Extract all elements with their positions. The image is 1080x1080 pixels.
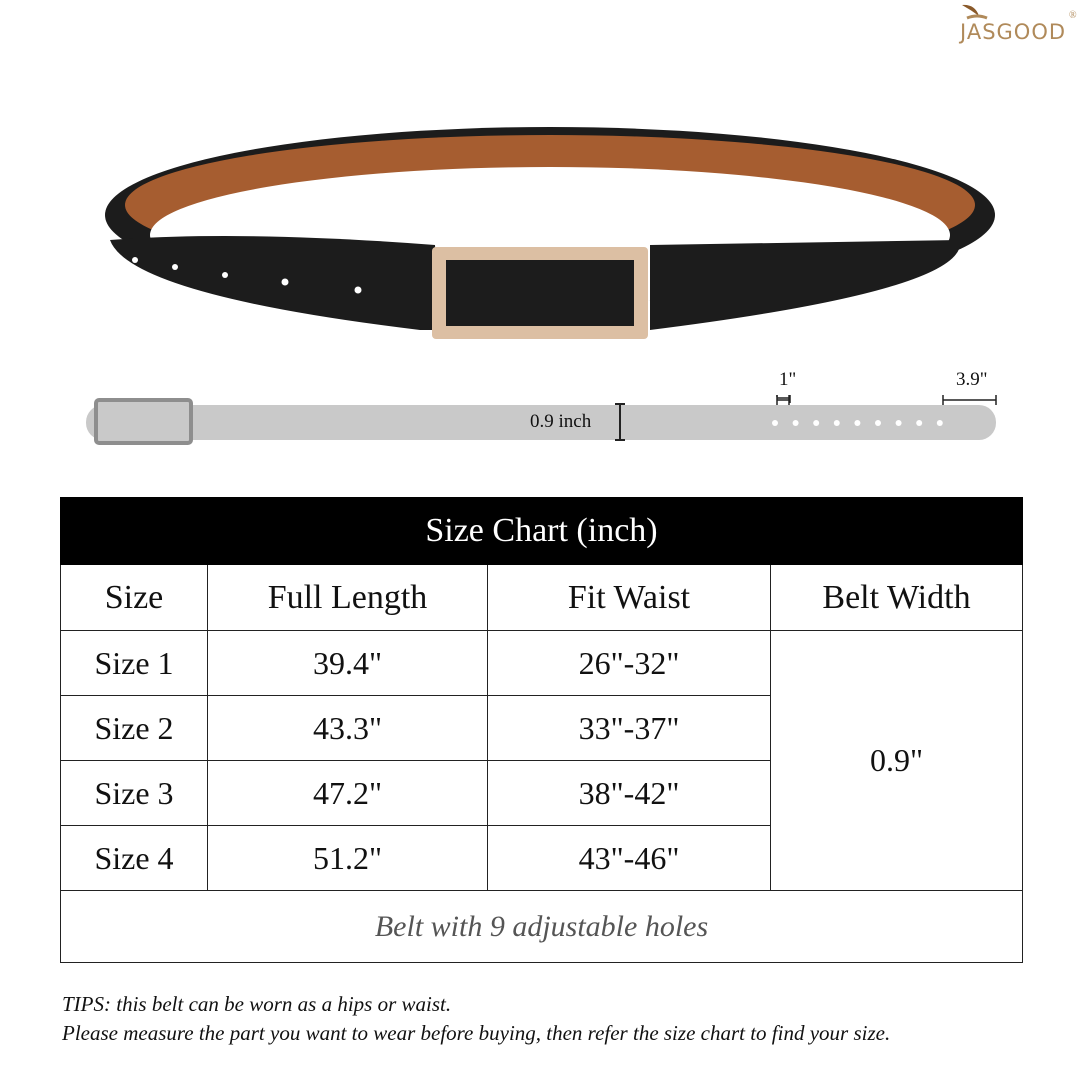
cell-size: Size 2 [60, 695, 208, 761]
cell-length: 47.2" [207, 760, 488, 826]
belt-hole [792, 420, 799, 426]
header-size: Size [60, 564, 208, 631]
belt-hole [916, 420, 923, 426]
cell-size: Size 3 [60, 760, 208, 826]
table-row: Size 2 43.3" 33"-37" [60, 695, 1023, 761]
logo-leaf-icon [962, 4, 988, 20]
table-row: Size 3 47.2" 38"-42" [60, 760, 1023, 826]
hole-range-label: 3.9" [956, 369, 988, 390]
belt-hole [854, 420, 861, 426]
belt-diagram [86, 395, 996, 445]
cell-length: 43.3" [207, 695, 488, 761]
cell-belt-width: 0.9" [770, 630, 1023, 891]
cell-size: Size 4 [60, 825, 208, 891]
belt-hole [895, 420, 902, 426]
cell-waist: 43"-46" [487, 825, 771, 891]
belt-photo [105, 127, 995, 339]
header-waist: Fit Waist [487, 564, 771, 631]
size-chart-table: Size Chart (inch) Size Full Length Fit W… [60, 497, 1023, 963]
cell-length: 39.4" [207, 630, 488, 696]
header-length: Full Length [207, 564, 488, 631]
tips-line-2: Please measure the part you want to wear… [62, 1021, 891, 1045]
cell-size: Size 1 [60, 630, 208, 696]
belt-hole [833, 420, 840, 426]
registered-mark: ® [1069, 10, 1077, 21]
belt-hole [875, 420, 881, 426]
table-row: Size 1 39.4" 26"-32" 0.9" [60, 630, 1023, 891]
logo-text: JASGOOD [960, 20, 1067, 44]
cell-waist: 33"-37" [487, 695, 771, 761]
cell-waist: 38"-42" [487, 760, 771, 826]
brand-logo: JASGOOD ® [955, 2, 1080, 52]
belt-hole [936, 420, 943, 426]
cell-waist: 26"-32" [487, 630, 771, 696]
tips-line-1: TIPS: this belt can be worn as a hips or… [62, 992, 452, 1016]
table-title: Size Chart (inch) [60, 497, 1023, 565]
table-row: Size 4 51.2" 43"-46" [60, 825, 1023, 891]
tips: TIPS: this belt can be worn as a hips or… [62, 990, 890, 1048]
belt-hole [772, 420, 778, 426]
measure-lines [776, 395, 997, 405]
header-row: Size Full Length Fit Waist Belt Width [60, 564, 1023, 631]
table-footer: Belt with 9 adjustable holes [60, 890, 1023, 963]
cell-length: 51.2" [207, 825, 488, 891]
hole-spacing-label: 1" [779, 369, 797, 390]
belt-hole [813, 420, 820, 426]
header-width: Belt Width [770, 564, 1023, 631]
width-label: 0.9 inch [530, 411, 592, 432]
